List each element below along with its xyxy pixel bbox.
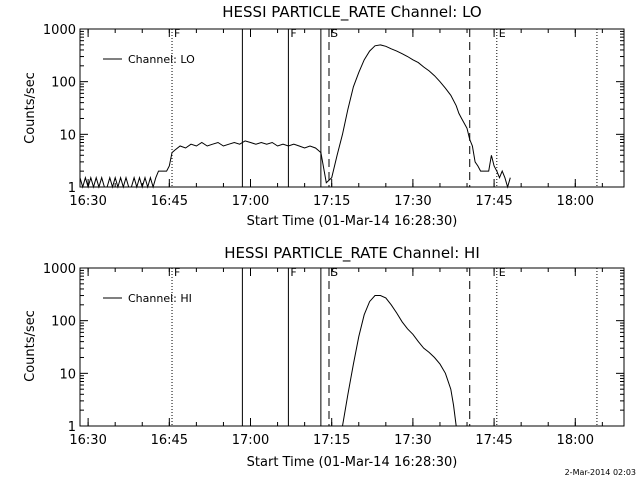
- x-tick-label: 17:15: [313, 194, 350, 209]
- footer-timestamp: 2-Mar-2014 02:03: [565, 468, 636, 477]
- y-tick-label: 100: [51, 315, 76, 330]
- event-marker-label: E: [499, 27, 506, 40]
- y-tick-label: 1: [68, 181, 76, 196]
- event-marker-label: S: [331, 27, 338, 40]
- y-axis-label: Counts/sec: [23, 310, 38, 382]
- y-tick-label: 1000: [43, 23, 76, 38]
- chart-title: HESSI PARTICLE_RATE Channel: LO: [222, 3, 481, 22]
- y-tick-label: 100: [51, 76, 76, 91]
- event-marker-label: F: [174, 266, 180, 279]
- x-tick-label: 17:00: [232, 433, 269, 448]
- x-tick-label: 17:45: [475, 433, 512, 448]
- x-tick-label: 16:45: [151, 433, 188, 448]
- x-axis-label: Start Time (01-Mar-14 16:28:30): [247, 455, 458, 470]
- y-axis-label: Counts/sec: [23, 72, 38, 144]
- x-tick-label: 18:00: [557, 194, 594, 209]
- x-tick-label: 17:00: [232, 194, 269, 209]
- x-tick-label: 16:45: [151, 194, 188, 209]
- x-tick-label: 18:00: [557, 433, 594, 448]
- legend-label: Channel: LO: [128, 53, 195, 66]
- data-series-line: [79, 44, 511, 189]
- event-marker-label: S: [331, 266, 338, 279]
- x-tick-label: 17:45: [475, 194, 512, 209]
- x-tick-label: 17:30: [394, 433, 431, 448]
- chart-title: HESSI PARTICLE_RATE Channel: HI: [224, 244, 480, 263]
- event-marker-label: F: [290, 27, 296, 40]
- event-marker-label: E: [499, 266, 506, 279]
- y-tick-label: 1: [68, 420, 76, 435]
- y-tick-label: 10: [59, 128, 76, 143]
- legend-label: Channel: HI: [128, 292, 192, 305]
- event-marker-label: F: [290, 266, 296, 279]
- x-tick-label: 16:30: [69, 194, 106, 209]
- x-tick-label: 17:30: [394, 194, 431, 209]
- x-tick-label: 16:30: [69, 433, 106, 448]
- event-marker-label: F: [174, 27, 180, 40]
- y-tick-label: 1000: [43, 262, 76, 277]
- plot-frame: [79, 267, 625, 427]
- x-tick-label: 17:15: [313, 433, 350, 448]
- data-series-line: [342, 295, 457, 427]
- y-tick-label: 10: [59, 367, 76, 382]
- x-axis-label: Start Time (01-Mar-14 16:28:30): [247, 214, 458, 229]
- plot-frame: [79, 28, 625, 188]
